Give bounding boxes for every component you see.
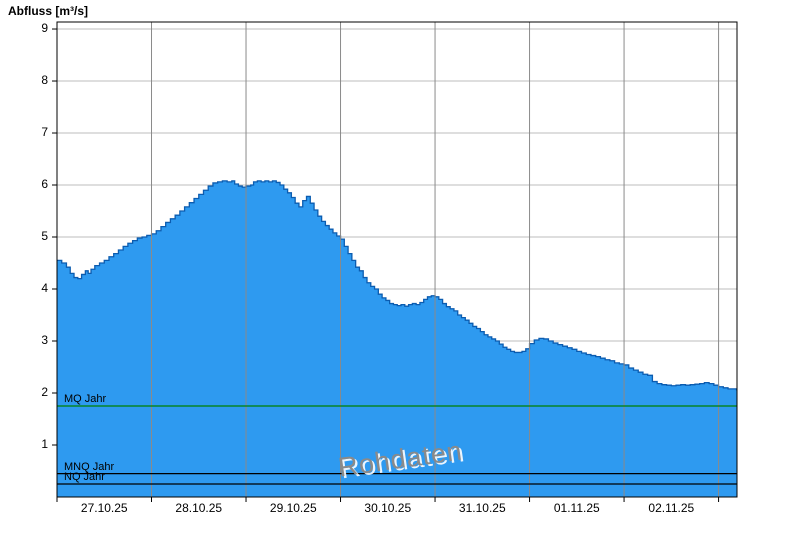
x-tick-label: 29.10.25 xyxy=(269,501,317,515)
x-tick-label: 31.10.25 xyxy=(458,501,506,515)
mnq-jahr-label: MNQ Jahr xyxy=(64,460,115,473)
y-tick-label: 9 xyxy=(41,21,48,36)
y-tick-label: 7 xyxy=(41,125,48,139)
y-tick-label: 1 xyxy=(41,437,48,451)
y-tick-label: 6 xyxy=(41,177,48,191)
y-tick-label: 2 xyxy=(41,385,48,399)
x-tick-label: 27.10.25 xyxy=(80,501,128,515)
y-tick-label: 5 xyxy=(41,229,48,243)
plot-border xyxy=(56,21,738,498)
y-axis-title: Abfluss [m³/s] xyxy=(8,4,89,18)
x-tick-label: 01.11.25 xyxy=(553,501,600,515)
nq-jahr-label: NQ Jahr xyxy=(64,471,105,483)
discharge-area xyxy=(57,180,737,497)
x-tick-label: 28.10.25 xyxy=(175,501,223,515)
y-tick-label: 4 xyxy=(41,281,48,295)
x-tick-label: 30.10.25 xyxy=(364,501,412,515)
mq-jahr-label: MQ Jahr xyxy=(64,393,107,405)
x-tick-label: 02.11.25 xyxy=(648,501,695,515)
discharge-outline xyxy=(57,180,738,391)
y-tick-label: 3 xyxy=(41,333,48,347)
y-tick-label: 8 xyxy=(41,73,48,88)
